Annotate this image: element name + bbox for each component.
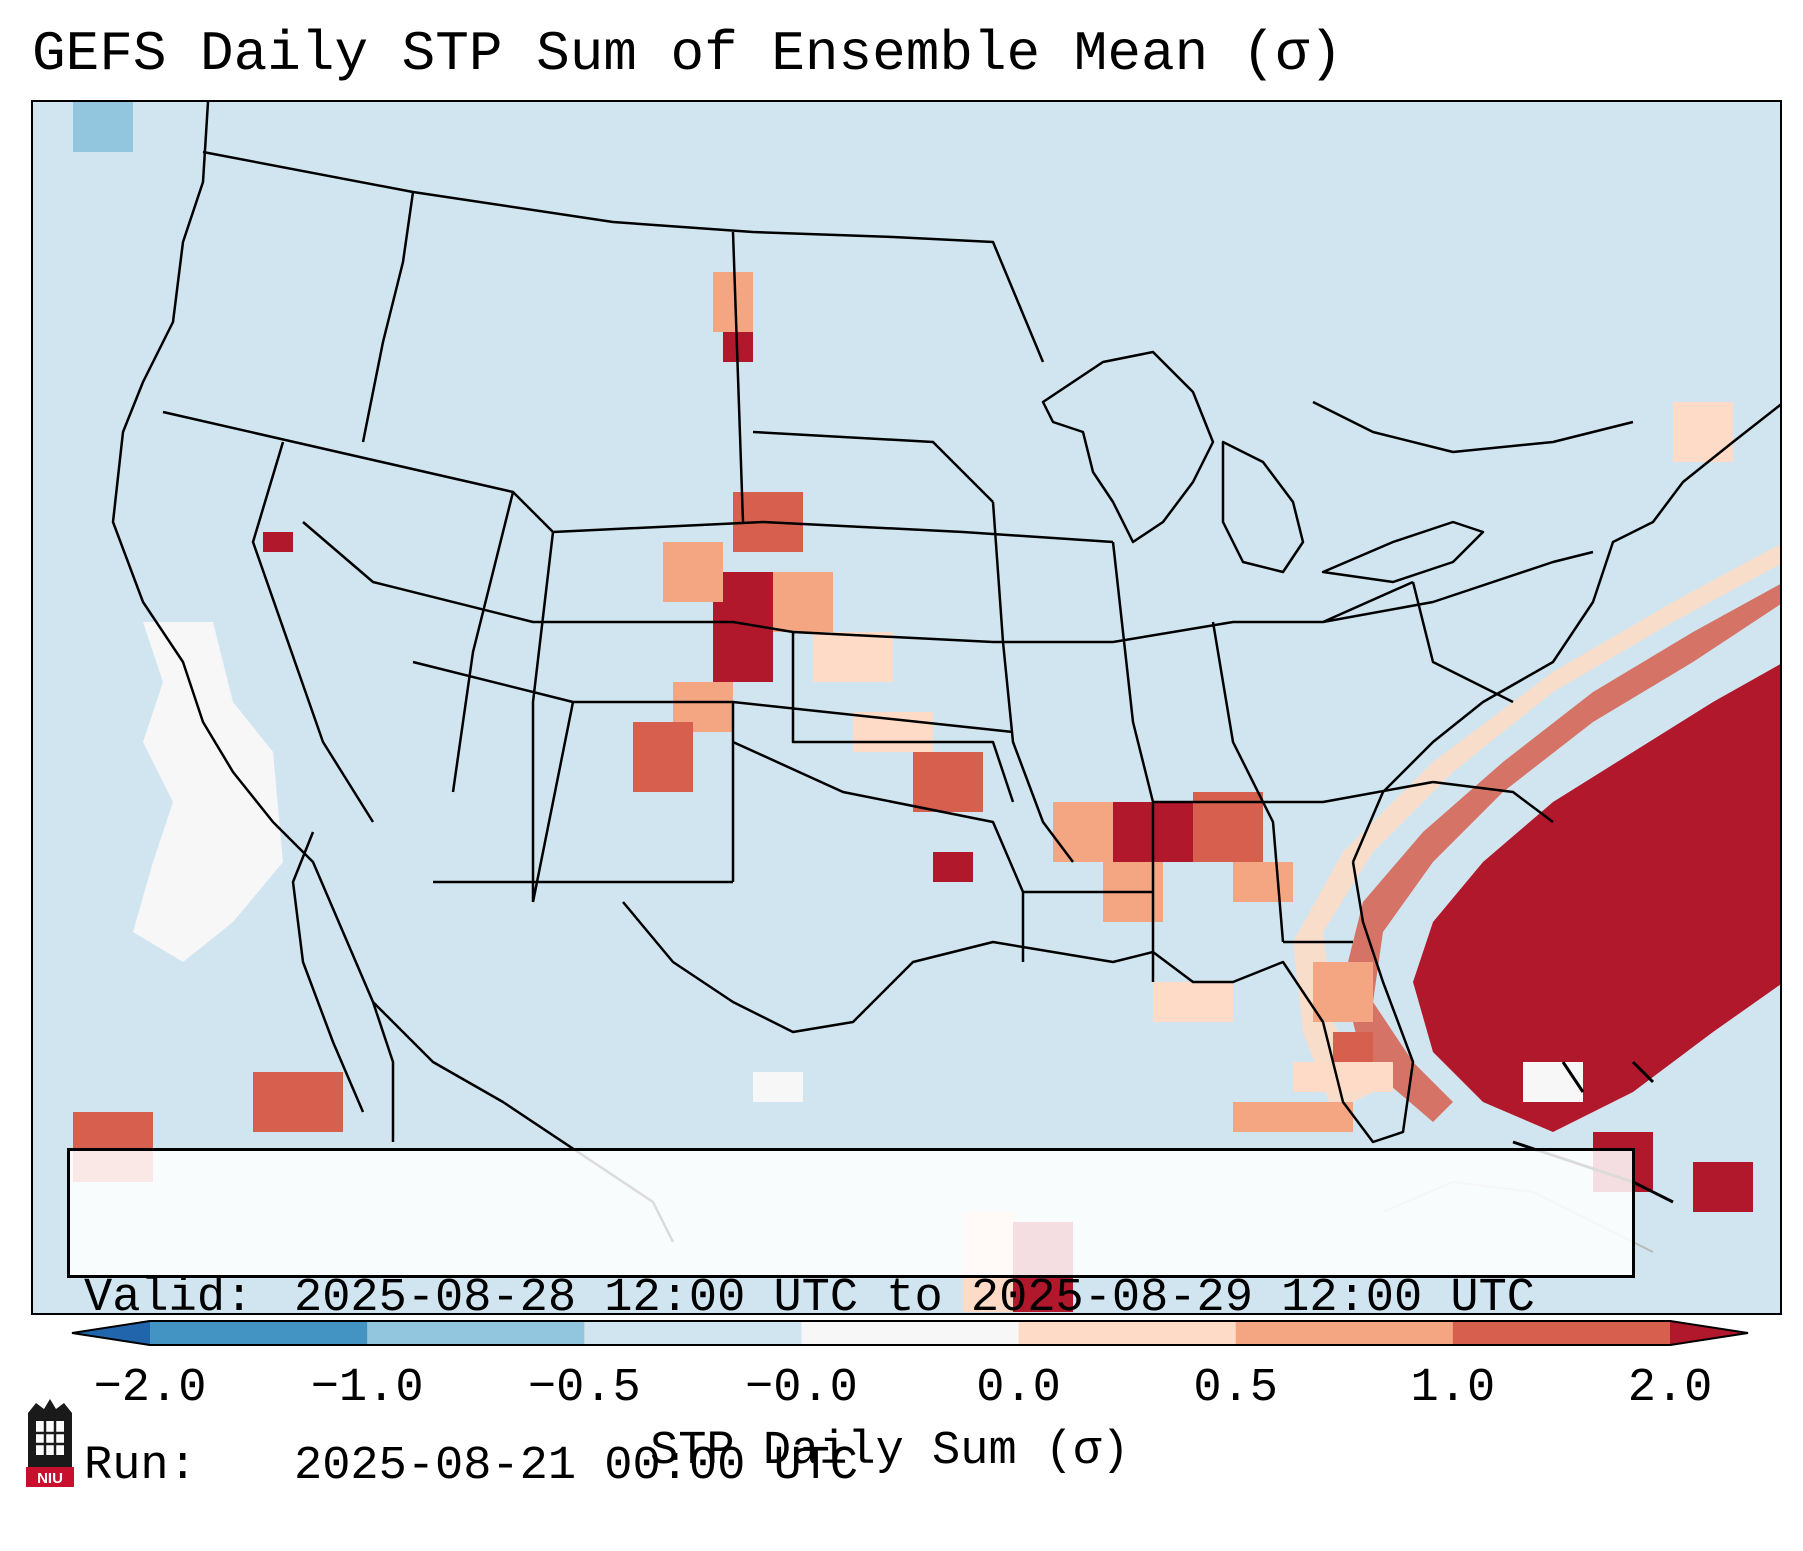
anomaly-cell [1153,982,1233,1022]
anomaly-cell [263,532,293,552]
coastline-east [1351,403,1780,863]
run-value: 2025-08-21 00:00 UTC [294,1440,859,1493]
anomaly-cell [1673,402,1733,462]
anomaly-cell [1693,1162,1753,1212]
anomaly-cell [1233,1102,1353,1132]
atlantic-high-anomaly [1413,664,1780,1132]
colorbar-segment [1452,1320,1671,1346]
anomaly-cell [73,102,133,152]
colorbar-tick-label: −1.0 [310,1362,424,1415]
colorbar-segment [801,1320,1020,1346]
anomaly-cell [1053,802,1113,862]
great-lakes [1041,350,1485,584]
colorbar-extend-low [72,1320,150,1346]
baja-coast [291,831,365,1113]
state-lines [162,191,1594,982]
run-label: Run: [84,1440,197,1493]
colorbar [71,1320,1749,1346]
anomaly-cell [913,752,983,812]
anomaly-cell [933,852,973,882]
anomaly-cell [663,542,723,602]
boundaries [111,102,1780,1243]
colorbar-segment [584,1320,802,1346]
valid-value: 2025-08-28 12:00 UTC to 2025-08-29 12:00… [294,1272,1536,1325]
canada-border [202,150,1634,454]
map-svg [73,102,1780,1312]
anomaly-cell [1193,792,1263,862]
neutral-patch [133,622,283,962]
anomaly-field [73,102,1780,1312]
anomaly-cell [253,1072,343,1132]
anomaly-cell [773,572,833,632]
run-line: Run: 2025-08-21 00:00 UTC [84,1439,1632,1495]
neutral-patch [753,1072,803,1102]
logo-grid [36,1421,64,1455]
colorbar-segment [1235,1320,1454,1346]
anomaly-cell [1233,862,1293,902]
colorbar-tick-label: −2.0 [93,1362,207,1415]
colorbar-tick-label: 2.0 [1627,1362,1713,1415]
anomaly-cell [813,632,893,682]
map-panel[interactable] [31,100,1782,1315]
colorbar-extend-high [1670,1320,1748,1346]
valid-line: Valid: 2025-08-28 12:00 UTC to 2025-08-29… [84,1271,1632,1327]
colorbar-tick-label: −0.5 [527,1362,641,1415]
colorbar-segment [150,1320,368,1346]
logo-window [36,1421,64,1455]
logo-banner [26,1467,74,1487]
colorbar-segment [1018,1320,1237,1346]
colorbar-title: STP Daily Sum (σ) [650,1425,1130,1478]
colorbar-tick-label: 0.5 [1193,1362,1279,1415]
coastline-west [111,102,395,1142]
chart-title: GEFS Daily STP Sum of Ensemble Mean (σ) [32,22,1343,86]
anomaly-cell [713,272,753,332]
logo-text: NIU [37,1470,63,1487]
colorbar-outline [71,1320,1749,1346]
colorbar-tick-label: 0.0 [976,1362,1061,1415]
anomaly-cell [1313,962,1373,1022]
colorbar-segment [367,1320,585,1346]
valid-label: Valid: [84,1272,254,1325]
colorbar-tick-label: 1.0 [1410,1362,1496,1415]
niu-logo: NIU [26,1399,74,1487]
valid-info-box: Valid: 2025-08-28 12:00 UTC to 2025-08-29… [67,1148,1635,1493]
anomaly-cell [633,722,693,792]
anomaly-cell [1293,1062,1393,1092]
colorbar-tick-label: −0.0 [745,1362,858,1415]
neutral-patch [1523,1062,1583,1102]
